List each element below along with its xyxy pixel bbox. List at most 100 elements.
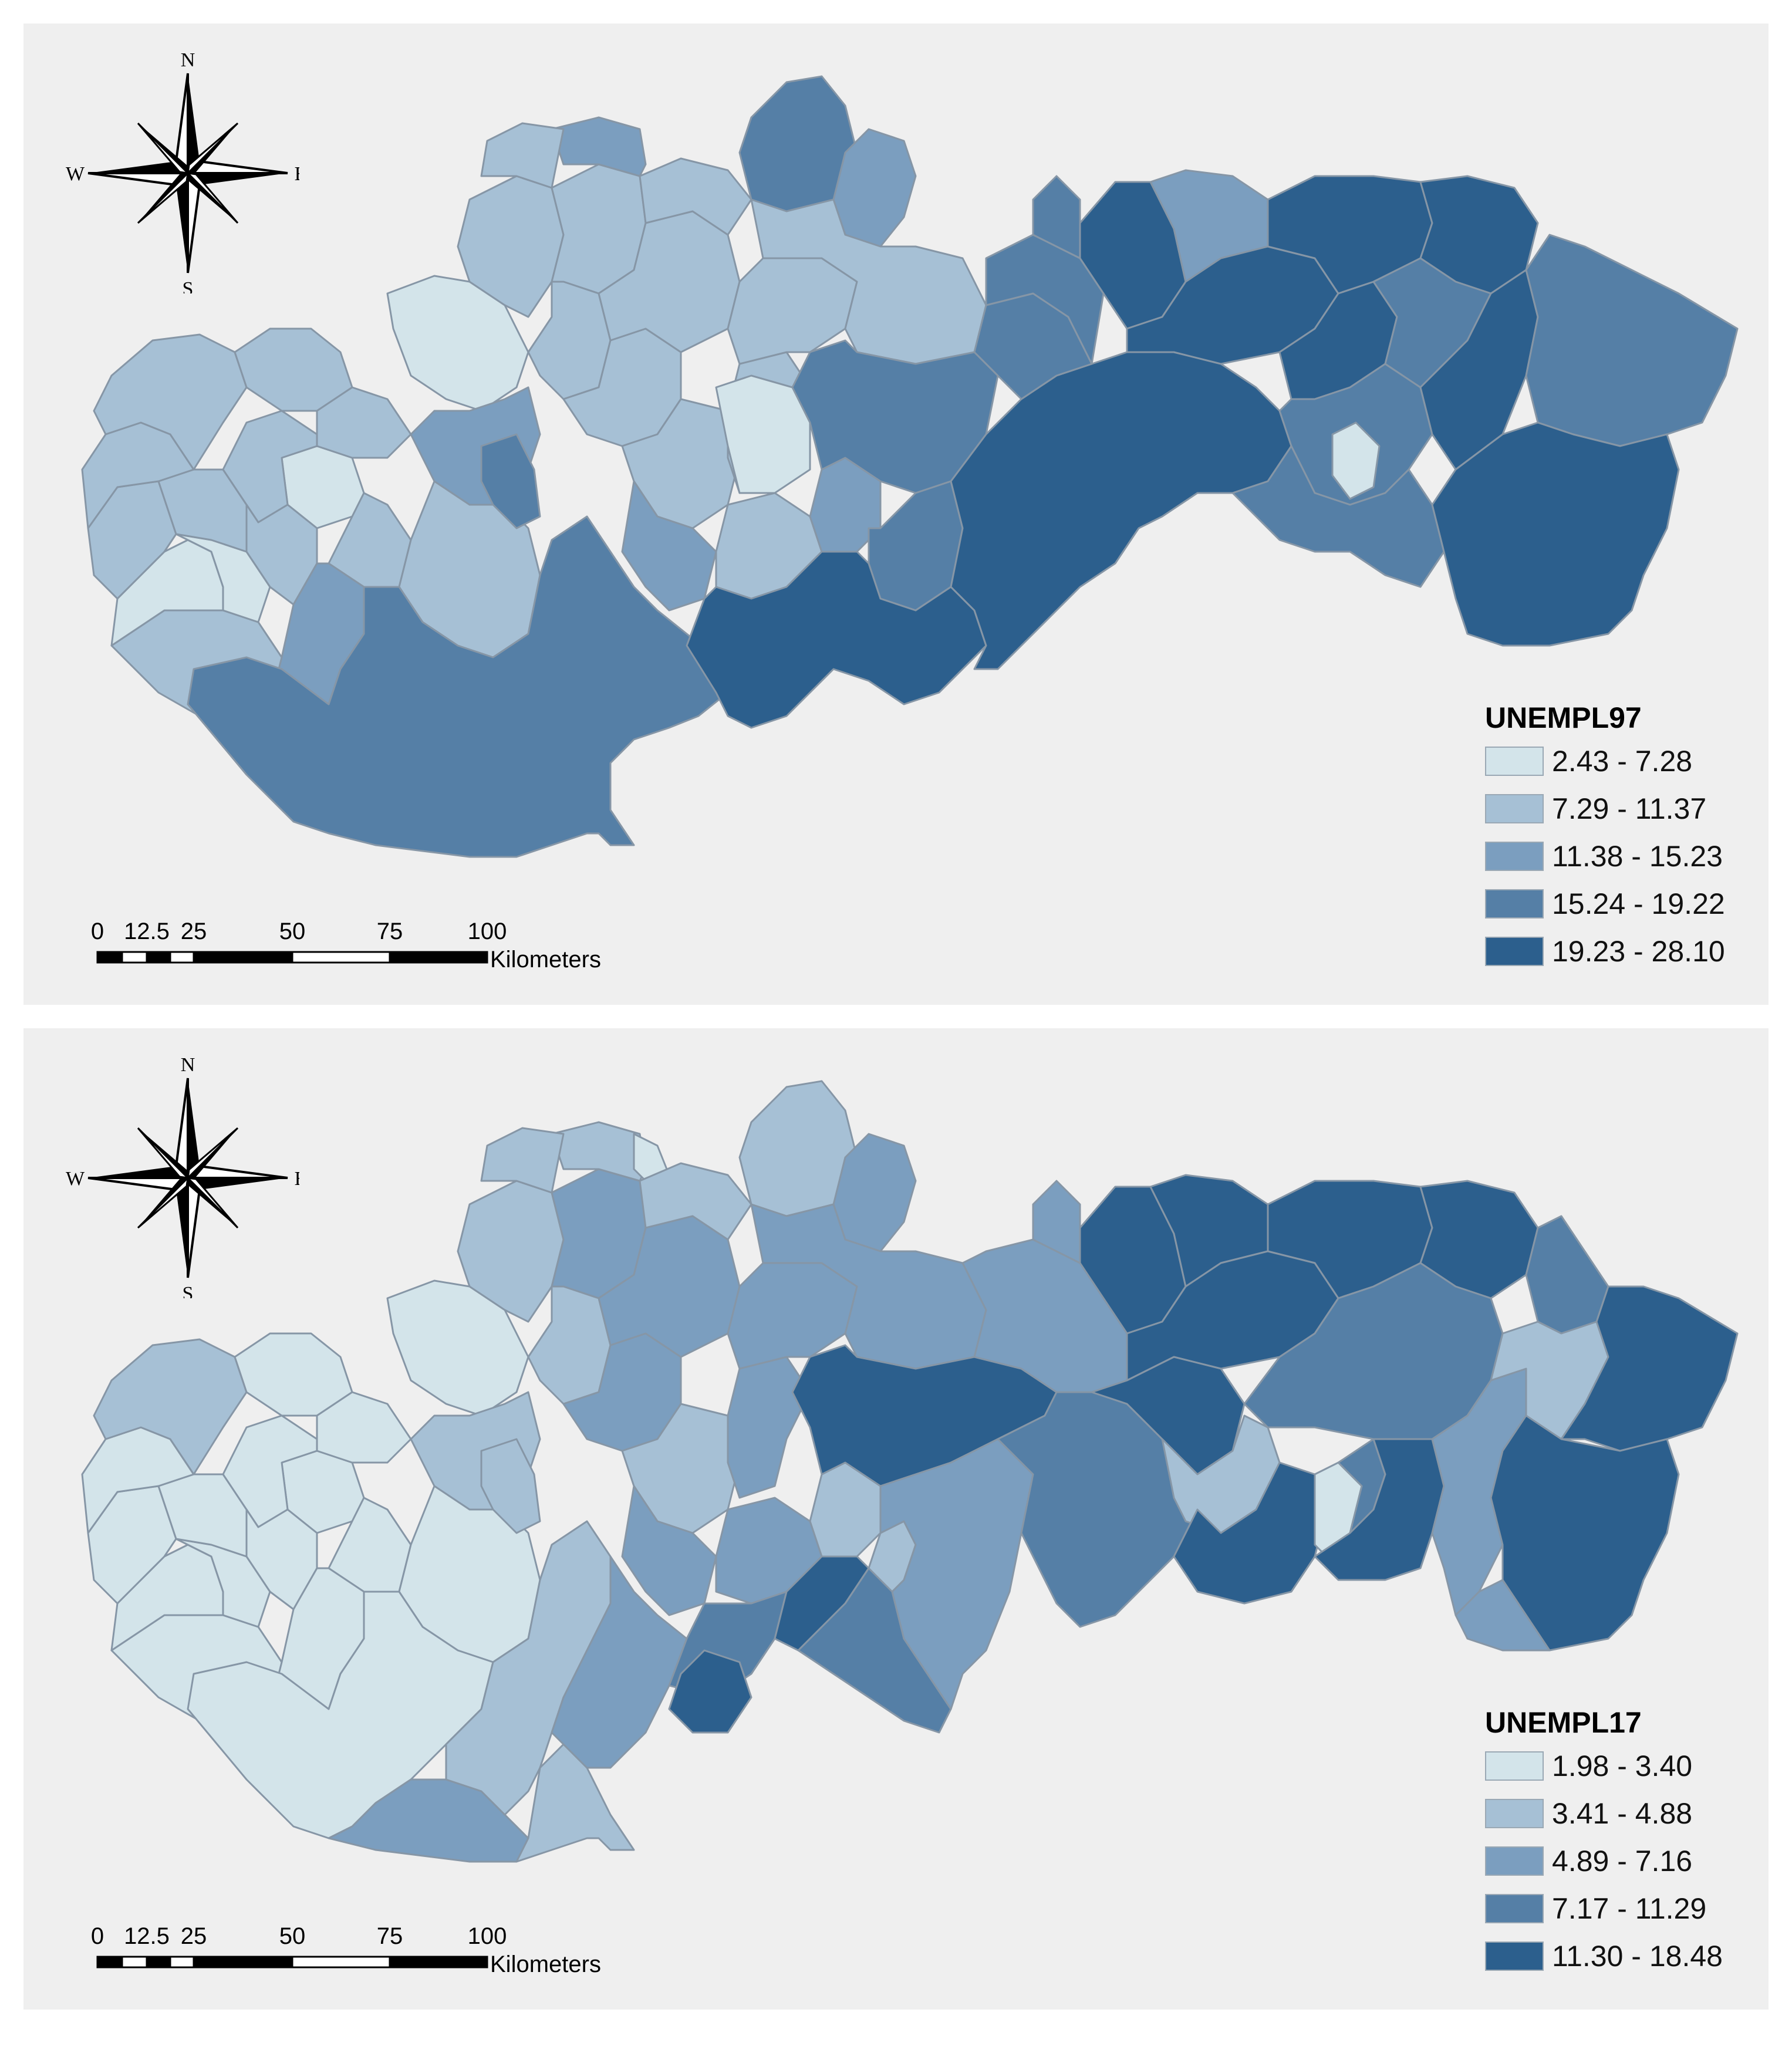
district [1560, 1285, 1739, 1452]
compass-star-icon [87, 73, 288, 273]
legend-item: 2.43 - 7.28 [1485, 737, 1767, 785]
district [480, 122, 565, 189]
district [639, 1162, 752, 1241]
scale-tick-label: 75 [377, 1923, 403, 1949]
compass-east-label: E [295, 163, 299, 185]
choropleth-map-2017 [81, 1080, 1739, 1863]
district [1525, 1215, 1609, 1335]
legend-label: 11.30 - 18.48 [1552, 1939, 1723, 1973]
compass-east-label: E [295, 1168, 299, 1190]
scale-tick-label: 100 [468, 1923, 507, 1949]
legend-item: 11.38 - 15.23 [1485, 832, 1767, 880]
legend-swatch [1485, 1846, 1544, 1876]
district [551, 1555, 688, 1769]
legend-2017: UNEMPL17 1.98 - 3.40 3.41 - 4.88 4.89 - … [1485, 1703, 1767, 1980]
district [1525, 234, 1739, 447]
legend-label: 7.29 - 11.37 [1552, 792, 1707, 825]
scale-tick-label: 25 [181, 919, 207, 944]
legend-item: 4.89 - 7.16 [1485, 1837, 1767, 1885]
district [1431, 421, 1680, 647]
district [668, 1649, 752, 1734]
district [386, 275, 529, 412]
map-panel-1997: N S E W UNEMPL97 2.43 - 7.28 7.29 - 11.3… [23, 23, 1769, 1005]
scale-tick-label: 12.5 [124, 1923, 170, 1949]
legend-item: 7.17 - 11.29 [1485, 1885, 1767, 1932]
legend-label: 1.98 - 3.40 [1552, 1749, 1693, 1782]
district [1454, 1579, 1551, 1652]
scale-tick-label: 0 [91, 919, 104, 944]
scale-tick-label: 25 [181, 1923, 207, 1949]
choropleth-map-1997 [81, 75, 1739, 858]
district [1331, 421, 1381, 500]
scale-bar: 0 12.5 25 50 75 100 Kilometers [47, 916, 634, 980]
district [950, 351, 1292, 670]
legend-swatch [1485, 793, 1544, 823]
scale-tick-label: 75 [377, 919, 403, 944]
district [93, 1338, 248, 1475]
legend-label: 15.24 - 19.22 [1552, 887, 1725, 920]
legend-swatch [1485, 1751, 1544, 1781]
legend-item: 1.98 - 3.40 [1485, 1742, 1767, 1789]
legend-label: 19.23 - 28.10 [1552, 934, 1725, 968]
legend-item: 3.41 - 4.88 [1485, 1789, 1767, 1837]
legend-label: 4.89 - 7.16 [1552, 1844, 1693, 1878]
scale-bar-segments [96, 1956, 488, 1968]
district [715, 374, 811, 494]
legend-label: 3.41 - 4.88 [1552, 1797, 1693, 1830]
district [562, 327, 682, 447]
compass-rose: N S E W [47, 1052, 306, 1305]
legend-title: UNEMPL17 [1485, 1706, 1642, 1739]
district [1091, 1356, 1246, 1475]
district [686, 551, 987, 729]
legend-item: 15.24 - 19.22 [1485, 880, 1767, 927]
scale-tick-label: 50 [279, 1923, 306, 1949]
compass-north-label: N [181, 1054, 195, 1076]
district [551, 116, 647, 177]
compass-south-label: S [183, 278, 194, 293]
district [1032, 175, 1081, 259]
district [1419, 1180, 1539, 1299]
district [480, 1127, 565, 1194]
compass-west-label: W [66, 163, 85, 185]
legend-label: 11.38 - 15.23 [1552, 839, 1723, 873]
district [480, 1438, 541, 1534]
legend-1997: UNEMPL97 2.43 - 7.28 7.29 - 11.37 11.38 … [1485, 698, 1767, 975]
scale-unit-label: Kilometers [490, 1951, 601, 1977]
scale-tick-label: 12.5 [124, 919, 170, 944]
legend-swatch [1485, 889, 1544, 919]
district [480, 433, 541, 529]
scale-tick-label: 50 [279, 919, 306, 944]
compass-south-label: S [183, 1283, 194, 1298]
compass-north-label: N [181, 49, 195, 71]
district [187, 515, 729, 858]
legend-swatch [1485, 841, 1544, 871]
scale-tick-label: 100 [468, 919, 507, 944]
scale-unit-label: Kilometers [490, 947, 601, 973]
compass-rose: N S E W [47, 47, 306, 300]
scale-bar-segments [96, 951, 488, 964]
legend-item: 7.29 - 11.37 [1485, 785, 1767, 832]
district [386, 1279, 529, 1417]
legend-item: 19.23 - 28.10 [1485, 927, 1767, 975]
district [727, 1356, 811, 1499]
compass-star-icon [87, 1078, 288, 1278]
scale-tick-labels: 0 12.5 25 50 75 100 [91, 1923, 507, 1949]
district [515, 1743, 635, 1863]
legend-title: UNEMPL97 [1485, 701, 1642, 734]
district [316, 386, 412, 459]
legend-label: 2.43 - 7.28 [1552, 744, 1693, 778]
district [639, 157, 752, 236]
district [316, 1391, 412, 1464]
district [1243, 1262, 1504, 1440]
district [93, 333, 248, 471]
legend-swatch [1485, 1941, 1544, 1971]
compass-west-label: W [66, 1168, 85, 1190]
legend-swatch [1485, 936, 1544, 966]
scale-tick-label: 0 [91, 1923, 104, 1949]
legend-label: 7.17 - 11.29 [1552, 1892, 1707, 1925]
scale-tick-labels: 0 12.5 25 50 75 100 [91, 919, 507, 944]
legend-swatch [1485, 1798, 1544, 1828]
district [879, 1438, 1034, 1710]
district [562, 1332, 682, 1452]
map-panel-2017: N S E W UNEMPL17 1.98 - 3.40 3.41 - 4.88… [23, 1028, 1769, 2010]
